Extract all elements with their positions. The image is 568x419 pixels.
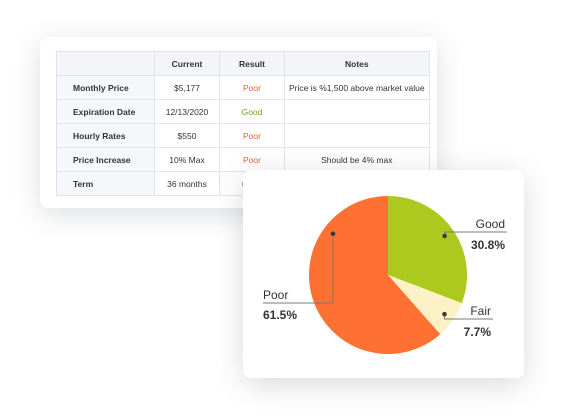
slice-label-poor: Poor	[263, 288, 288, 302]
table-row: Hourly Rates $550 Poor	[56, 123, 430, 148]
result-badge: Poor	[219, 75, 285, 100]
pie-slice-poor	[309, 196, 441, 354]
table-header-row: Current Result Notes	[56, 51, 430, 76]
pie-slice-good	[388, 196, 467, 304]
pie-slice-fair	[388, 275, 462, 335]
row-label: Term	[56, 171, 155, 196]
row-label: Hourly Rates	[56, 123, 155, 148]
leader-line-poor	[263, 233, 334, 304]
table-row: Expiration Date 12/13/2020 Good	[56, 99, 430, 124]
current-value: 36 months	[154, 171, 220, 196]
current-value: 12/13/2020	[154, 99, 220, 124]
slice-percent-good: 30.8%	[471, 238, 505, 252]
notes-cell: Should be 4% max	[284, 147, 430, 172]
table-row: Price Increase 10% Max Poor Should be 4%…	[56, 147, 430, 172]
current-value: $5,177	[154, 75, 220, 100]
current-value: $550	[154, 123, 220, 148]
pie-chart-card: Good 30.8% Fair 7.7% Poor 61.5%	[243, 170, 524, 378]
leader-dot-good	[442, 233, 447, 239]
header-empty-cell	[56, 51, 155, 76]
slice-percent-fair: 7.7%	[464, 325, 492, 339]
current-value: 10% Max	[154, 147, 220, 172]
header-result: Result	[219, 51, 285, 76]
table-row: Monthly Price $5,177 Poor Price is %1,50…	[56, 75, 430, 100]
row-label: Expiration Date	[56, 99, 155, 124]
notes-cell: Price is %1,500 above market value	[284, 75, 430, 100]
header-current: Current	[154, 51, 220, 76]
leader-dot-poor	[330, 231, 336, 237]
leader-dot-fair	[442, 311, 447, 317]
slice-label-fair: Fair	[470, 304, 491, 318]
result-badge: Good	[219, 99, 285, 124]
header-notes: Notes	[284, 51, 430, 76]
result-badge: Poor	[219, 123, 285, 148]
notes-cell	[284, 123, 430, 148]
notes-cell	[284, 99, 430, 124]
slice-label-good: Good	[476, 217, 505, 231]
result-badge: Poor	[219, 147, 285, 172]
pie-chart: Good 30.8% Fair 7.7% Poor 61.5%	[263, 196, 507, 354]
row-label: Price Increase	[56, 147, 155, 172]
row-label: Monthly Price	[56, 75, 155, 100]
slice-percent-poor: 61.5%	[263, 308, 297, 322]
